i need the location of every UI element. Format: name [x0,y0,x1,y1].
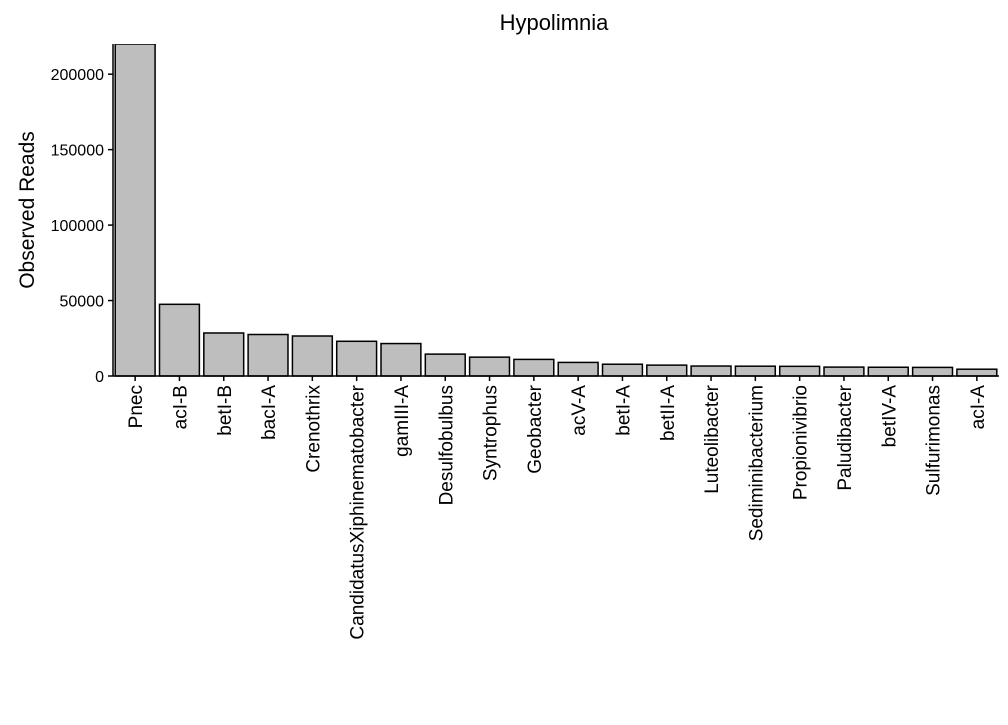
bars-layer [114,44,998,377]
x-tick-label-betII-A: betII-A [658,385,679,441]
x-tick-label-Syntrophus: Syntrophus [481,385,502,481]
x-tick-label-acI-B: acI-B [170,385,191,429]
bar-Geobacter [513,358,555,377]
y-axis: 0 50000 100000 150000 200000 [51,44,114,386]
bar-Syntrophus [468,356,511,377]
bar-Crenothrix [291,335,334,377]
x-tick-label-acV-A: acV-A [569,385,590,436]
x-tick-label-Desulfobulbus: Desulfobulbus [436,385,457,505]
bar-betI-A [601,363,644,377]
y-tick-label: 100000 [51,218,104,235]
x-tick-label-bacI-A: bacI-A [259,385,280,440]
y-tick-label: 0 [95,369,104,386]
bar-Luteolibacter [690,365,732,377]
x-tick-label-CandidatusXiphinematobacter: CandidatusXiphinematobacter [348,384,369,639]
bar-acI-B [158,303,201,377]
y-axis-title: Observed Reads [16,131,39,289]
x-tick-label-Paludibacter: Paludibacter [835,384,856,490]
bar-betII-A [646,364,688,377]
bar-Paludibacter [823,366,865,377]
chart-title: Hypolimnia [500,10,610,35]
bar-betI-B [203,332,245,377]
x-axis: Pnec acI-B betI-B bacI-A Crenothrix Candidatu… [113,375,999,640]
y-tick-label: 50000 [60,294,105,311]
bar-CandidatusXiphinematobacter [335,340,378,377]
bar-betIV-A [867,366,909,377]
x-tick-label-Sediminibacterium: Sediminibacterium [746,385,767,541]
x-tick-label-betI-B: betI-B [215,385,236,436]
x-tick-label-Sulfurimonas: Sulfurimonas [924,385,945,496]
bar-Sulfurimonas [911,366,954,377]
bar-Sediminibacterium [734,365,777,377]
x-tick-label-betIV-A: betIV-A [879,385,900,448]
x-tick-label-Geobacter: Geobacter [525,384,546,473]
x-tick-label-Pnec: Pnec [126,385,147,428]
x-tick-label-Luteolibacter: Luteolibacter [702,384,723,493]
y-tick-label: 150000 [51,143,104,160]
x-tick-label-Propionivibrio: Propionivibrio [791,385,812,500]
bar-gamIII-A [380,342,422,377]
bar-bacI-A [247,333,289,377]
bar-acV-A [557,361,599,377]
bar-Desulfobulbus [424,353,466,377]
bar-Pnec [114,44,156,377]
bar-Propionivibrio [778,365,821,377]
x-tick-label-acI-A: acI-A [968,385,989,430]
x-tick-label-Crenothrix: Crenothrix [303,385,324,473]
bar-acI-A [956,368,998,377]
y-tick-label: 200000 [51,67,104,84]
x-tick-label-betI-A: betI-A [613,385,634,436]
x-tick-label-gamIII-A: gamIII-A [392,385,413,457]
